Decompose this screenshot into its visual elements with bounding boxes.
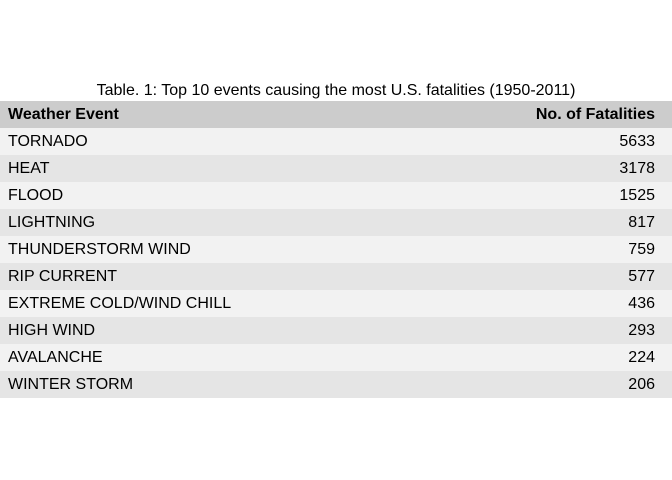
table-row: TORNADO 5633	[0, 128, 672, 155]
fatalities-cell: 3178	[619, 159, 655, 177]
event-cell: FLOOD	[8, 186, 64, 204]
fatalities-cell: 577	[628, 267, 655, 285]
fatalities-table-container: Table. 1: Top 10 events causing the most…	[0, 80, 672, 398]
event-cell: HIGH WIND	[8, 321, 96, 339]
table-row: THUNDERSTORM WIND 759	[0, 236, 672, 263]
table-row: LIGHTNING 817	[0, 209, 672, 236]
event-cell: AVALANCHE	[8, 348, 103, 366]
fatalities-cell: 293	[628, 321, 655, 339]
event-cell: EXTREME COLD/WIND CHILL	[8, 294, 232, 312]
fatalities-cell: 1525	[619, 186, 655, 204]
fatalities-cell: 206	[628, 375, 655, 393]
fatalities-cell: 5633	[619, 132, 655, 150]
table-row: WINTER STORM 206	[0, 371, 672, 398]
fatalities-cell: 436	[628, 294, 655, 312]
table-header-row: Weather Event No. of Fatalities	[0, 101, 672, 128]
column-header-fatalities: No. of Fatalities	[535, 105, 655, 123]
event-cell: THUNDERSTORM WIND	[8, 240, 191, 258]
table-row: EXTREME COLD/WIND CHILL 436	[0, 290, 672, 317]
event-cell: WINTER STORM	[8, 375, 134, 393]
column-header-weather-event: Weather Event	[8, 105, 119, 123]
table-row: FLOOD 1525	[0, 182, 672, 209]
event-cell: HEAT	[8, 159, 50, 177]
fatalities-table: Weather Event No. of Fatalities TORNADO …	[0, 101, 672, 398]
table-caption: Table. 1: Top 10 events causing the most…	[96, 82, 576, 99]
fatalities-cell: 759	[628, 240, 655, 258]
table-row: RIP CURRENT 577	[0, 263, 672, 290]
event-cell: RIP CURRENT	[8, 267, 118, 285]
event-cell: LIGHTNING	[8, 213, 96, 231]
fatalities-cell: 224	[628, 348, 655, 366]
event-cell: TORNADO	[8, 132, 88, 150]
table-row: HEAT 3178	[0, 155, 672, 182]
fatalities-cell: 817	[628, 213, 655, 231]
table-row: HIGH WIND 293	[0, 317, 672, 344]
table-row: AVALANCHE 224	[0, 344, 672, 371]
